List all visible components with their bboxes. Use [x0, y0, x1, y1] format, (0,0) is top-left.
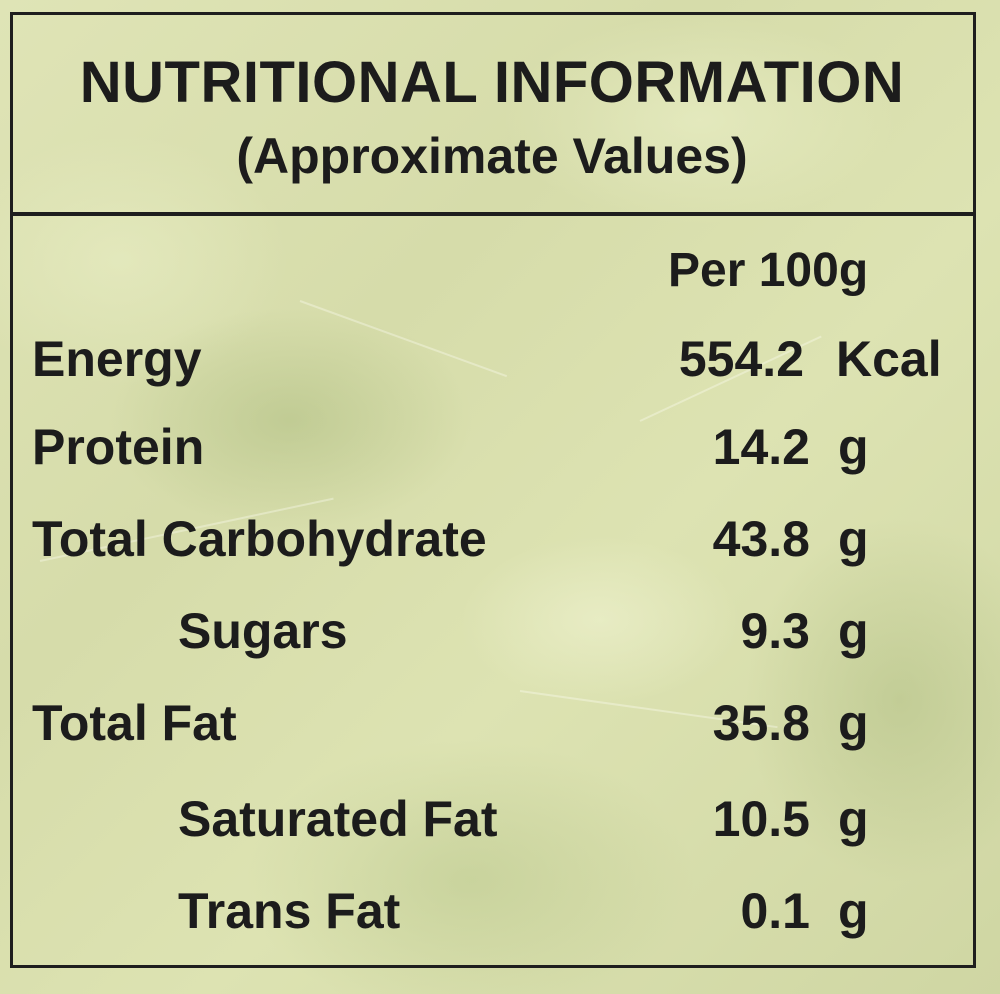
nutrient-name: Trans Fat	[178, 883, 401, 939]
nutrient-unit: g	[838, 791, 869, 847]
nutrient-name: Sugars	[178, 603, 348, 659]
nutrient-row-trans-fat: Trans Fat 0.1 g	[0, 868, 1000, 954]
nutrient-unit: g	[838, 883, 869, 939]
nutrient-name: Saturated Fat	[178, 791, 498, 847]
nutrient-name: Total Fat	[32, 695, 237, 751]
nutrient-row-energy: Energy 554.2 Kcal	[0, 316, 1000, 402]
nutrient-unit: Kcal	[836, 331, 942, 387]
nutrient-row-protein: Protein 14.2 g	[0, 404, 1000, 490]
nutrient-unit: g	[838, 695, 869, 751]
nutrient-value: 14.2	[712, 419, 810, 475]
nutrient-value: 0.1	[740, 883, 810, 939]
nutrient-value: 10.5	[712, 791, 810, 847]
header-divider	[10, 212, 976, 216]
nutrient-value: 43.8	[712, 511, 810, 567]
nutrition-panel-border	[10, 12, 976, 968]
nutrient-name: Energy	[32, 331, 202, 387]
nutrient-row-sugars: Sugars 9.3 g	[0, 588, 1000, 674]
nutrient-row-total-fat: Total Fat 35.8 g	[0, 680, 1000, 766]
nutrient-unit: g	[838, 603, 869, 659]
nutrient-name: Protein	[32, 419, 205, 475]
per-100g-column-header: Per 100g	[668, 244, 869, 297]
panel-subtitle: (Approximate Values)	[236, 128, 748, 184]
nutrient-unit: g	[838, 419, 869, 475]
nutrient-value: 9.3	[740, 603, 810, 659]
panel-title: NUTRITIONAL INFORMATION	[79, 50, 905, 115]
nutrient-value: 35.8	[712, 695, 810, 751]
nutrient-name: Total Carbohydrate	[32, 511, 487, 567]
nutrient-unit: g	[838, 511, 869, 567]
nutrient-row-total-carbohydrate: Total Carbohydrate 43.8 g	[0, 496, 1000, 582]
nutrient-value: 554.2	[678, 331, 804, 387]
nutrient-row-saturated-fat: Saturated Fat 10.5 g	[0, 776, 1000, 862]
